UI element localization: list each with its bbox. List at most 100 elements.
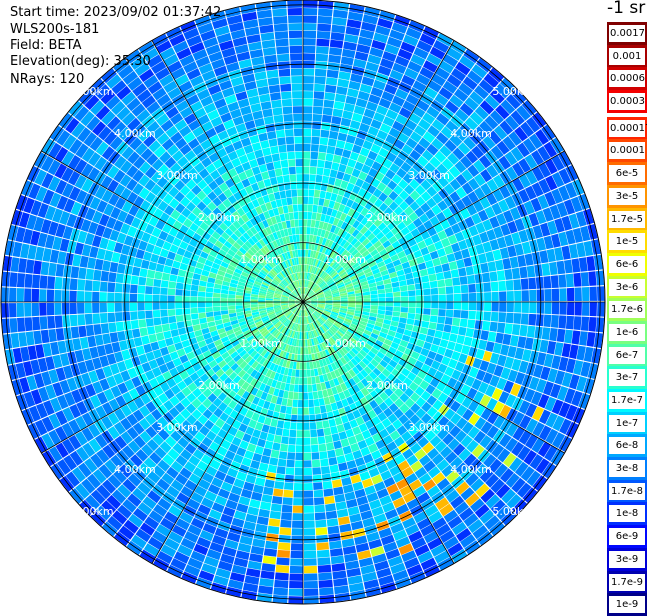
ray-cell <box>466 266 475 275</box>
ray-cell <box>332 433 340 442</box>
ray-cell <box>87 257 96 269</box>
ray-cell <box>476 311 484 320</box>
ray-cell <box>424 302 431 308</box>
ray-cell <box>587 332 596 347</box>
ray-cell <box>108 272 116 282</box>
ray-cell <box>512 268 520 279</box>
ray-cell <box>294 385 299 392</box>
ray-cell <box>303 219 307 226</box>
ray-cell <box>258 509 270 518</box>
ray-cell <box>325 503 336 511</box>
ray-cell <box>331 25 345 34</box>
ray-cell <box>337 79 349 88</box>
ray-cell <box>310 369 314 377</box>
ray-cell <box>122 303 129 312</box>
ray-cell <box>153 318 161 326</box>
ray-cell <box>198 313 206 319</box>
ray-cell <box>312 467 321 475</box>
ray-cell <box>131 276 139 285</box>
colorbar-upper-swatch: 0.0006 <box>607 67 647 90</box>
ray-cell <box>143 344 152 354</box>
ray-cell <box>307 377 311 384</box>
ray-cell <box>286 467 295 475</box>
ring-label: 1.00km <box>240 337 282 350</box>
ray-cell <box>371 298 378 302</box>
ray-cell <box>288 23 302 31</box>
ray-cell <box>276 176 283 184</box>
colorbar-lower-label: 0.0001 <box>609 142 645 159</box>
ray-cell <box>158 256 167 265</box>
ray-cell <box>340 157 349 166</box>
ray-cell <box>330 124 340 133</box>
ray-cell <box>259 164 268 173</box>
ray-cell <box>303 189 309 196</box>
ray-cell <box>295 227 299 234</box>
ray-cell <box>57 251 66 264</box>
ray-cell <box>314 91 325 99</box>
ray-cell <box>303 174 309 181</box>
ray-cell <box>294 220 298 227</box>
ray-cell <box>296 430 303 437</box>
ray-cell <box>262 148 271 157</box>
ray-cell <box>276 565 290 573</box>
ray-cell <box>495 333 504 344</box>
ray-cell <box>463 257 472 267</box>
ray-cell <box>407 319 415 326</box>
ray-cell <box>285 190 291 198</box>
ray-cell <box>290 377 295 385</box>
ray-cell <box>323 481 333 489</box>
ray-cell <box>283 490 293 498</box>
ray-cell <box>323 488 333 496</box>
ray-cell <box>337 509 349 518</box>
ray-cell <box>267 70 279 79</box>
ray-cell <box>307 227 311 234</box>
ray-cell <box>303 106 313 113</box>
ray-cell <box>141 260 150 269</box>
ray-cell <box>420 327 428 335</box>
ray-cell <box>39 303 47 316</box>
ray-cell <box>304 453 312 460</box>
ray-cell <box>559 288 567 301</box>
ray-cell <box>176 283 184 290</box>
ray-cell <box>484 302 491 311</box>
ray-cell <box>304 460 312 467</box>
ring-label: 2.00km <box>198 379 240 392</box>
ray-cell <box>423 289 431 296</box>
ray-cell <box>497 270 505 281</box>
ray-cell <box>213 293 220 298</box>
ray-cell <box>312 129 321 137</box>
ray-cell <box>313 197 319 205</box>
ring-label: 2.00km <box>366 211 408 224</box>
ray-cell <box>294 136 302 143</box>
ray-cell <box>95 335 104 346</box>
colorbar-lower-label: 1.7e-5 <box>609 211 645 228</box>
ray-cell <box>337 455 346 464</box>
ray-cell <box>437 280 445 288</box>
ray-cell <box>207 317 215 323</box>
ray-cell <box>309 189 315 196</box>
ray-cell <box>32 275 40 289</box>
ring-label: 4.00km <box>114 127 156 140</box>
ray-cell <box>499 302 506 312</box>
ray-cell <box>289 574 303 581</box>
ray-cell <box>213 307 220 312</box>
ray-cell <box>156 332 165 341</box>
ray-cell <box>482 273 490 283</box>
ray-cell <box>579 331 588 346</box>
ray-cell <box>281 512 292 520</box>
ray-cell <box>261 101 272 110</box>
ray-cell <box>274 435 282 443</box>
ray-cell <box>502 258 511 269</box>
ray-cell <box>287 197 293 205</box>
ray-cell <box>473 329 482 339</box>
ray-cell <box>303 16 317 23</box>
ray-cell <box>431 288 439 295</box>
ray-cell <box>276 557 289 565</box>
ray-cell <box>549 328 558 341</box>
ray-cell <box>283 497 293 505</box>
ray-cell <box>310 159 317 167</box>
ray-cell <box>41 330 50 344</box>
ray-cell <box>101 323 109 334</box>
ray-cell <box>287 152 295 160</box>
ray-cell <box>271 100 282 108</box>
